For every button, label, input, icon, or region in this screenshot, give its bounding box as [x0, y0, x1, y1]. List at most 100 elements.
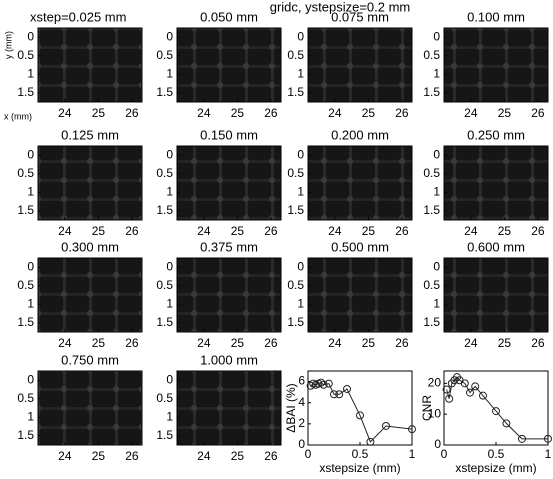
x-tick-label: 24: [58, 106, 72, 120]
data-point: [445, 394, 454, 403]
x-tick-label: 24: [464, 224, 478, 238]
y-tick-label: 0: [166, 29, 173, 43]
data-point: [330, 390, 338, 399]
x-axis-label: x (mm): [4, 111, 32, 121]
y-tick-label: 0: [433, 147, 440, 161]
y-axis-label: y (mm): [3, 31, 13, 59]
data-point: [502, 419, 511, 428]
data-point: [319, 380, 328, 389]
y-tick-label: 1: [433, 296, 440, 310]
x-tick-label: 25: [231, 224, 245, 238]
y-tick-label: 1.5: [17, 203, 34, 217]
y-tick-label: 1.5: [17, 315, 34, 329]
x-tick-label: 25: [231, 449, 245, 463]
data-point: [544, 434, 552, 443]
x-tick-label: 25: [92, 224, 106, 238]
plot-frame: [307, 370, 413, 446]
panel-image: [443, 27, 549, 103]
y-tick-label: 0: [434, 437, 441, 451]
x-tick-label: 26: [395, 106, 409, 120]
panel-title: 0.250 mm: [467, 127, 525, 142]
y-tick-label: 1.5: [156, 428, 173, 442]
panel-title: 0.100 mm: [467, 9, 525, 24]
y-tick-label: 1.5: [423, 203, 440, 217]
x-tick-label: 25: [92, 336, 106, 350]
y-tick-label: 1.5: [287, 315, 304, 329]
y-tick-label: 0: [433, 29, 440, 43]
panel-title: 0.075 mm: [331, 9, 389, 24]
y-tick-label: 0: [433, 259, 440, 273]
y-tick-label: 0.5: [287, 278, 304, 292]
y-tick-label: 1.5: [156, 315, 173, 329]
x-tick-label: 26: [264, 336, 278, 350]
x-tick-label: 25: [231, 106, 245, 120]
data-point: [306, 381, 315, 390]
x-tick-label: 24: [328, 106, 342, 120]
panel-image: [176, 27, 282, 103]
x-tick-label: 25: [498, 336, 512, 350]
x-tick-label: 0: [305, 447, 312, 461]
x-tick-label: 24: [197, 224, 211, 238]
y-tick-label: 0: [298, 437, 305, 451]
data-point: [317, 378, 325, 387]
y-tick-label: 1: [433, 184, 440, 198]
x-tick-label: 26: [395, 224, 409, 238]
y-tick-label: 0.5: [17, 391, 34, 405]
x-tick-label: 25: [362, 336, 376, 350]
panel-title: 0.125 mm: [61, 127, 119, 142]
x-tick-label: 25: [362, 106, 376, 120]
data-point: [335, 390, 344, 399]
data-point: [382, 421, 390, 430]
x-tick-label: 0.5: [352, 447, 369, 461]
y-tick-label: 4: [298, 395, 305, 409]
y-tick-label: 1.5: [287, 203, 304, 217]
y-tick-label: 1: [27, 66, 34, 80]
y-tick-label: 0: [166, 372, 173, 386]
x-tick-label: 25: [362, 224, 376, 238]
x-tick-label: 26: [531, 106, 545, 120]
x-tick-label: 25: [92, 106, 106, 120]
figure-title: gridc, ystepsize=0.2 mm: [270, 0, 411, 14]
data-point: [479, 391, 487, 400]
x-tick-label: 26: [395, 336, 409, 350]
x-tick-label: 25: [92, 449, 106, 463]
panel-image: [176, 257, 282, 333]
panel-title: xstep=0.025 mm: [30, 9, 126, 24]
y-tick-label: 1: [27, 409, 34, 423]
x-tick-label: 24: [197, 336, 211, 350]
panel-image: [307, 145, 413, 221]
y-tick-label: 1.5: [423, 85, 440, 99]
y-tick-label: 0.5: [17, 166, 34, 180]
y-tick-label: 1: [166, 66, 173, 80]
x-axis-label: xstepsize (mm): [455, 461, 536, 475]
y-tick-label: 0.5: [17, 278, 34, 292]
data-point: [460, 379, 469, 388]
y-tick-label: 0.5: [156, 48, 173, 62]
y-tick-label: 0: [297, 147, 304, 161]
y-tick-label: 1.5: [17, 428, 34, 442]
x-tick-label: 25: [231, 336, 245, 350]
y-tick-label: 0.5: [423, 278, 440, 292]
y-axis-label: CNR: [420, 395, 434, 421]
y-tick-label: 0: [27, 29, 34, 43]
panel-image: [307, 257, 413, 333]
x-tick-label: 1: [409, 447, 416, 461]
data-point: [471, 382, 480, 391]
panel-title: 0.500 mm: [331, 239, 389, 254]
panel-title: 0.150 mm: [200, 127, 258, 142]
y-tick-label: 6: [298, 374, 305, 388]
panel-image: [443, 257, 549, 333]
y-tick-label: 0: [166, 259, 173, 273]
y-tick-label: 0.5: [423, 166, 440, 180]
x-tick-label: 26: [264, 106, 278, 120]
y-tick-label: 0.5: [287, 48, 304, 62]
y-tick-label: 0.5: [156, 278, 173, 292]
y-tick-label: 0.5: [17, 48, 34, 62]
data-point: [518, 434, 526, 443]
x-tick-label: 24: [328, 336, 342, 350]
y-tick-label: 10: [428, 406, 442, 420]
y-tick-label: 0: [27, 372, 34, 386]
panel-image: [176, 370, 282, 446]
x-tick-label: 24: [464, 336, 478, 350]
